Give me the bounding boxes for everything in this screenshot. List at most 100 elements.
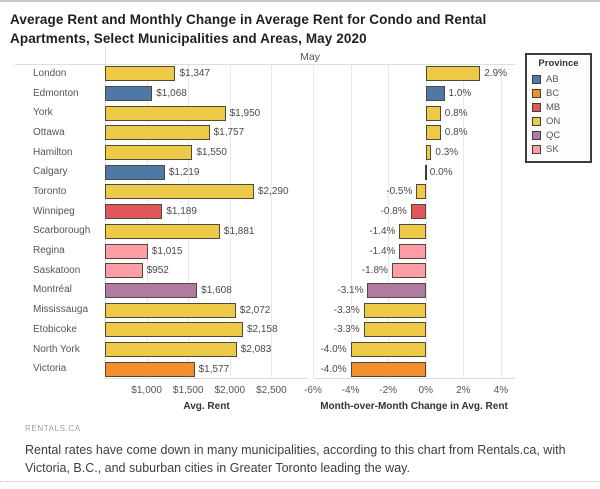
article-caption: Rental rates have come down in many muni… [25,443,566,475]
axis-tick-label: -2% [379,385,398,396]
legend-item-qc[interactable]: QC [532,128,585,142]
bar-value-label: -0.5% [386,186,413,198]
bar-value-label: 0.8% [444,127,468,139]
legend-label: SK [546,143,559,155]
rent-bar-north-york[interactable] [105,342,237,357]
header-divider [15,64,515,65]
bar-value-label: -3.3% [333,324,360,336]
rent-bar-hamilton[interactable] [105,145,193,161]
bar-value-label: -1.4% [369,225,396,237]
change-bar-york[interactable] [425,105,441,121]
rent-bar-toronto[interactable] [105,184,254,200]
row-label: Etobicoke [33,323,77,335]
row-label: York [33,107,53,119]
axis-tick-label: 0% [418,385,433,396]
row-label: London [33,67,67,79]
bar-value-label: 0.0% [429,166,453,178]
row-label: Saskatoon [33,264,81,276]
change-bar-mississauga[interactable] [363,302,426,318]
source-credit: RENTALS.CA [25,424,81,433]
gridline [350,64,352,379]
bar-value-label: $1,550 [196,147,227,159]
legend-swatch-icon [532,74,541,84]
rent-bar-regina[interactable] [105,243,148,259]
legend-title: Province [538,58,579,69]
bar-value-label: $1,757 [213,127,245,139]
change-bar-scarborough[interactable] [399,223,426,239]
change-bar-north-york[interactable] [350,342,426,357]
change-bar-regina[interactable] [399,243,426,259]
rent-bar-london[interactable] [105,66,176,82]
bar-value-label: -1.8% [361,265,388,277]
legend-item-bc[interactable]: BC [532,86,585,100]
legend-item-ab[interactable]: AB [532,72,585,86]
legend-item-on[interactable]: ON [532,114,585,128]
rent-bar-montréal[interactable] [105,282,198,298]
rent-bar-etobicoke[interactable] [105,322,243,338]
change-bar-etobicoke[interactable] [363,322,426,338]
gridline [229,64,231,379]
gridline [388,64,390,379]
tableau-chart: May London Edmonton York Ottawa Hamilton Calg… [0,47,600,417]
bar-value-label: $1,577 [198,363,230,375]
row-label: Scarborough [33,225,91,237]
change-bar-victoria[interactable] [350,361,426,377]
change-bar-calgary[interactable] [424,164,427,180]
change-bar-montréal[interactable] [367,282,426,298]
rent-bar-ottawa[interactable] [105,125,210,141]
bar-value-label: 2.9% [484,68,508,80]
legend-swatch-icon [532,130,541,140]
bar-value-label: $1,950 [229,107,261,119]
bar-value-label: $2,072 [239,304,271,316]
bar-value-label: $1,068 [156,88,187,100]
change-bar-winnipeg[interactable] [410,204,426,220]
row-label: Victoria [33,363,67,375]
legend-label: QC [546,129,561,141]
avg-rent-panel: $1,347 $1,068 $1,950 $1,757 $1,550 $1,219 $2,2… [105,64,308,379]
avg-rent-axis-title: Avg. Rent [183,401,230,412]
change-bar-ottawa[interactable] [425,125,441,141]
bar-value-label: $1,881 [223,225,255,237]
row-label: Winnipeg [33,205,75,217]
rent-bar-saskatoon[interactable] [105,263,143,279]
row-label: Calgary [33,166,68,178]
mom-change-axis-title: Month-over-Month Change in Avg. Rent [320,401,508,412]
bar-value-label: $2,083 [240,344,272,355]
bar-value-label: $1,608 [201,284,232,296]
rent-bar-york[interactable] [105,105,226,121]
change-bar-hamilton[interactable] [425,145,432,161]
rent-bar-edmonton[interactable] [105,86,153,102]
legend-label: MB [546,101,561,113]
axis-tick-label: $2,000 [214,385,246,396]
row-label: Ottawa [33,126,65,138]
bar-value-label: 0.3% [435,147,459,159]
mom-change-panel: 2.9% 1.0% 0.8% 0.8% 0.3% 0.0% -0.5% -0.8% -1.4% -… [313,64,515,379]
legend-item-mb[interactable]: MB [532,100,585,114]
bar-value-label: $1,347 [179,68,211,80]
bar-value-label: -4.0% [320,344,347,355]
rent-bar-victoria[interactable] [105,361,195,377]
change-bar-edmonton[interactable] [425,86,445,102]
axis-tick-label: $1,000 [131,385,162,396]
rent-bar-calgary[interactable] [105,164,165,180]
legend-swatch-icon [532,102,541,112]
legend-swatch-icon [532,116,541,126]
rent-bar-winnipeg[interactable] [105,204,163,220]
axis-tick-label: 4% [493,385,509,396]
change-bar-toronto[interactable] [416,184,426,200]
bar-value-label: -0.8% [380,206,407,218]
bar-value-label: -4.0% [320,363,347,375]
row-label: Mississauga [33,304,89,316]
bar-value-label: $1,015 [151,245,183,257]
row-label: Montréal [33,284,72,296]
rent-bar-scarborough[interactable] [105,223,220,239]
change-bar-saskatoon[interactable] [391,263,426,279]
row-headers: London Edmonton York Ottawa Hamilton Calgary T… [33,64,103,379]
row-label: North York [33,343,80,355]
change-bar-london[interactable] [425,66,481,82]
legend-item-sk[interactable]: SK [532,142,585,156]
bar-value-label: $1,189 [166,206,197,218]
rent-bar-mississauga[interactable] [105,302,236,318]
legend-swatch-icon [532,88,541,98]
